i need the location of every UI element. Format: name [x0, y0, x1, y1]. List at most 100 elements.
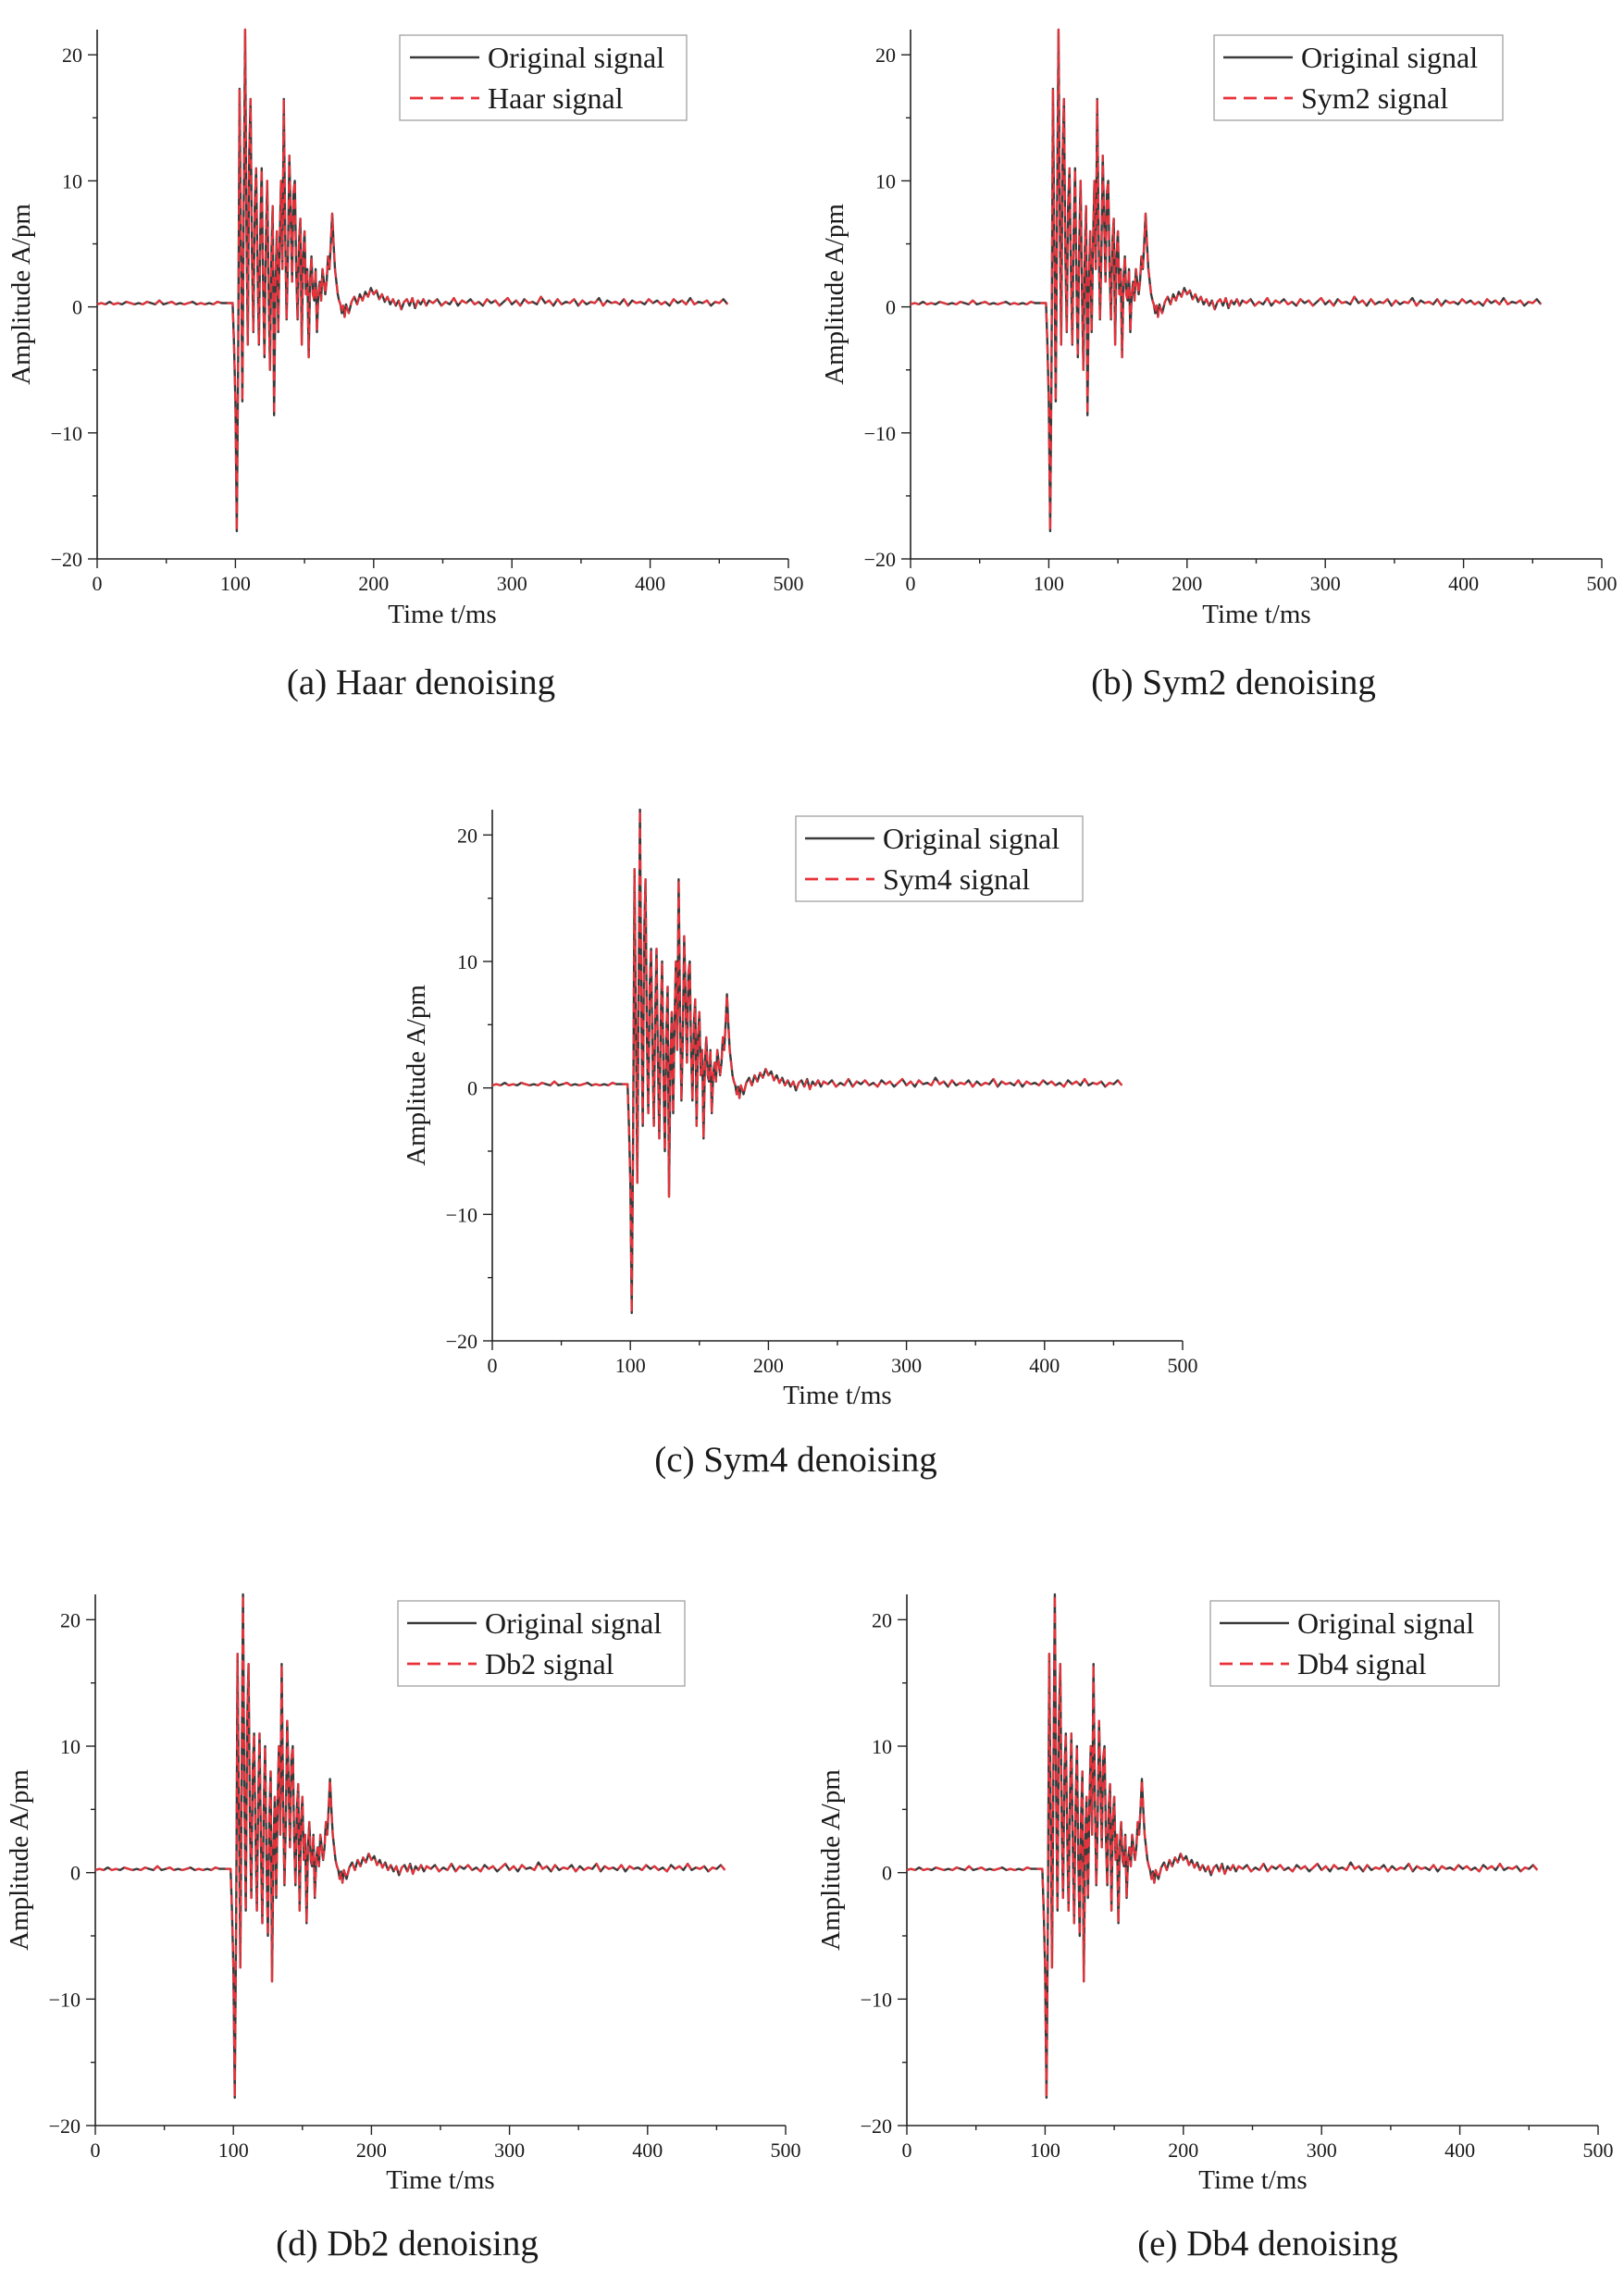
x-tick-label: 400	[1448, 572, 1479, 595]
legend-label-denoised: Db2 signal	[485, 1647, 614, 1680]
panel-a-haar: 0 100 200 300 400 500 −20 −10 0 10 20 Time t/ms Am…	[6, 28, 804, 702]
panel-caption: (b) Sym2 denoising	[1091, 663, 1376, 702]
legend: Original signal Sym4 signal	[795, 815, 1084, 902]
legend-label-denoised: Sym2 signal	[1301, 81, 1448, 115]
y-tick-label: −20	[861, 2114, 892, 2138]
x-tick-label: 0	[906, 572, 916, 595]
legend-label-original: Original signal	[1297, 1606, 1474, 1640]
legend-box	[399, 34, 688, 121]
y-tick-label: 10	[875, 169, 896, 192]
x-tick-label: 100	[615, 1354, 646, 1377]
y-tick-label: 10	[872, 1735, 892, 1758]
y-axis-label: Amplitude A/pm	[402, 985, 431, 1166]
y-tick-label: −10	[51, 422, 82, 445]
legend: Original signal Haar signal	[399, 34, 688, 121]
y-tick-label: −10	[861, 1988, 892, 2011]
x-tick-label: 200	[1168, 2139, 1198, 2162]
panel-caption: (a) Haar denoising	[287, 663, 555, 702]
x-axis-label: Time t/ms	[783, 1381, 891, 1410]
y-tick-label: −10	[864, 422, 896, 445]
series-line-denoised	[491, 808, 1123, 1315]
legend-box	[397, 1600, 686, 1687]
y-axis-label: Amplitude A/pm	[816, 1769, 846, 1951]
y-tick-label: −20	[864, 548, 896, 571]
y-tick-label: 10	[60, 1735, 81, 1758]
plot-area-e: 0 100 200 300 400 500 −20 −10 0 10 20	[861, 1593, 1614, 2162]
x-tick-label: 300	[1310, 572, 1341, 595]
y-tick-label: 20	[62, 43, 82, 67]
y-axis-label: Amplitude A/pm	[820, 204, 849, 385]
x-tick-label: 100	[1034, 572, 1064, 595]
x-tick-label: 300	[891, 1354, 922, 1377]
y-tick-label: −10	[446, 1203, 477, 1226]
x-tick-label: 400	[635, 572, 665, 595]
legend-label-original: Original signal	[1301, 41, 1478, 74]
y-tick-label: −10	[49, 1988, 81, 2011]
x-tick-label: 500	[774, 572, 804, 595]
legend: Original signal Sym2 signal	[1213, 34, 1504, 121]
x-tick-label: 300	[497, 572, 527, 595]
legend-label-original: Original signal	[883, 822, 1060, 855]
series-line-denoised	[910, 28, 1543, 533]
y-tick-label: 0	[467, 1077, 477, 1100]
x-tick-label: 500	[1583, 2139, 1614, 2162]
y-tick-label: 20	[60, 1608, 81, 1631]
panel-e-db4: 0 100 200 300 400 500 −20 −10 0 10 20 Time t/ms Am…	[816, 1593, 1614, 2263]
legend-label-denoised: Sym4 signal	[883, 862, 1030, 896]
x-tick-label: 0	[91, 2139, 101, 2162]
legend-box	[1209, 1600, 1500, 1687]
legend-box	[1213, 34, 1504, 121]
series-line-denoised	[906, 1593, 1539, 2099]
x-tick-label: 500	[771, 2139, 801, 2162]
y-tick-label: 10	[457, 950, 477, 973]
y-tick-label: 0	[886, 296, 896, 319]
panel-d-db2: 0 100 200 300 400 500 −20 −10 0 10 20 Time t/ms Am…	[5, 1593, 801, 2263]
y-tick-label: −20	[446, 1330, 477, 1353]
x-tick-label: 300	[1307, 2139, 1337, 2162]
x-tick-label: 100	[220, 572, 251, 595]
legend-box	[795, 815, 1084, 902]
x-tick-label: 400	[632, 2139, 663, 2162]
x-tick-label: 400	[1444, 2139, 1475, 2162]
plot-area-d: 0 100 200 300 400 500 −20 −10 0 10 20	[49, 1593, 801, 2162]
legend-label-original: Original signal	[485, 1606, 662, 1640]
legend: Original signal Db2 signal	[397, 1600, 686, 1687]
legend-label-denoised: Db4 signal	[1297, 1647, 1427, 1680]
y-tick-label: 20	[875, 43, 896, 67]
x-tick-label: 200	[1172, 572, 1202, 595]
series-line-denoised	[94, 1593, 726, 2099]
y-tick-label: −20	[49, 2114, 81, 2138]
x-tick-label: 200	[356, 2139, 387, 2162]
x-axis-label: Time t/ms	[386, 2165, 494, 2195]
x-tick-label: 100	[218, 2139, 249, 2162]
x-tick-label: 300	[494, 2139, 525, 2162]
x-axis-label: Time t/ms	[1202, 600, 1310, 629]
panel-b-sym2: 0 100 200 300 400 500 −20 −10 0 10 20 Time t/ms Am…	[820, 28, 1618, 702]
panel-caption: (c) Sym4 denoising	[654, 1440, 936, 1480]
plot-area-b: 0 100 200 300 400 500 −20 −10 0 10 20	[864, 28, 1618, 595]
y-axis-label: Amplitude A/pm	[5, 1769, 34, 1951]
x-axis-label: Time t/ms	[388, 600, 496, 629]
x-tick-label: 500	[1587, 572, 1618, 595]
plot-area-a: 0 100 200 300 400 500 −20 −10 0 10 20	[51, 28, 804, 595]
x-tick-label: 200	[358, 572, 389, 595]
x-tick-label: 500	[1168, 1354, 1198, 1377]
x-tick-label: 0	[93, 572, 103, 595]
x-tick-label: 0	[488, 1354, 498, 1377]
x-axis-label: Time t/ms	[1198, 2165, 1307, 2195]
y-axis-label: Amplitude A/pm	[6, 204, 36, 385]
panel-c-sym4: 0 100 200 300 400 500 −20 −10 0 10 20 Time t/ms Am…	[402, 808, 1198, 1480]
legend-label-denoised: Haar signal	[488, 81, 624, 115]
y-tick-label: 10	[62, 169, 82, 192]
y-tick-label: 20	[457, 824, 477, 847]
x-tick-label: 200	[753, 1354, 784, 1377]
panel-caption: (d) Db2 denoising	[276, 2224, 539, 2263]
y-tick-label: 20	[872, 1608, 892, 1631]
y-tick-label: 0	[882, 1862, 892, 1885]
panel-caption: (e) Db4 denoising	[1137, 2224, 1398, 2263]
x-tick-label: 100	[1030, 2139, 1060, 2162]
y-tick-label: 0	[72, 296, 82, 319]
plot-area-c: 0 100 200 300 400 500 −20 −10 0 10 20	[446, 808, 1198, 1377]
legend-label-original: Original signal	[488, 41, 664, 74]
